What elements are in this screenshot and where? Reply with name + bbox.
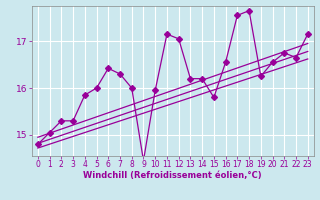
X-axis label: Windchill (Refroidissement éolien,°C): Windchill (Refroidissement éolien,°C) — [84, 171, 262, 180]
